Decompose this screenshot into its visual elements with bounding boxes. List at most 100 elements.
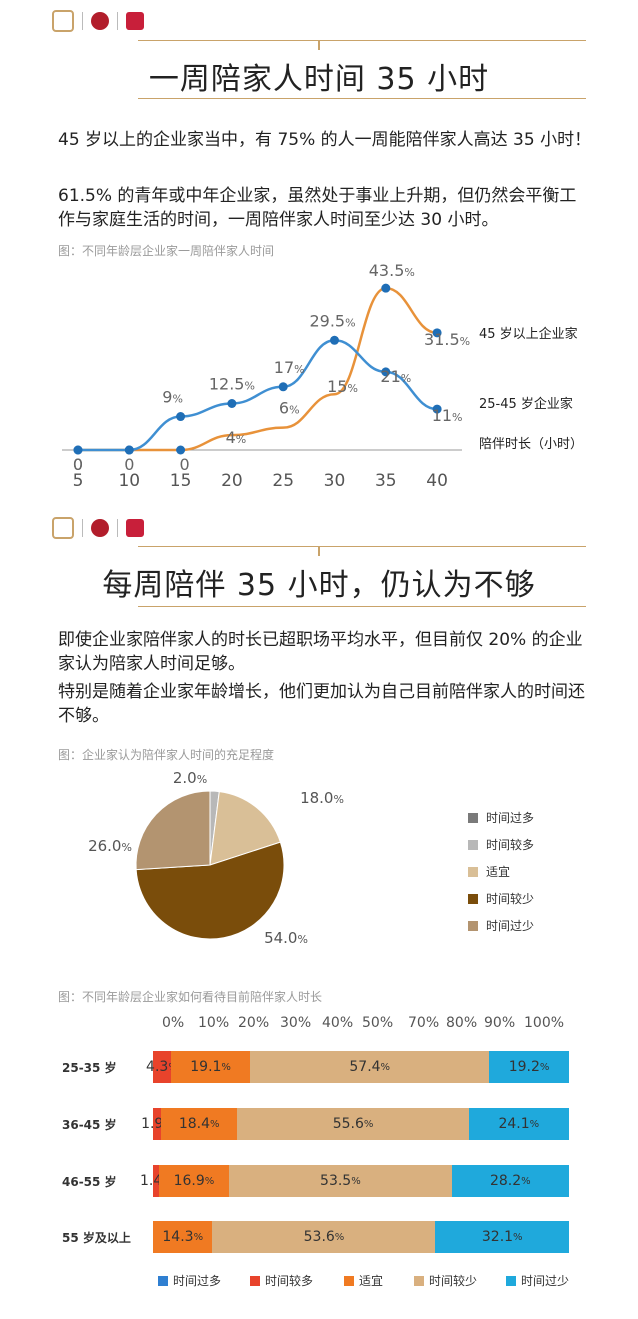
bar-segment: 57.4% [250, 1051, 490, 1083]
bar-axis-tick: 50% [362, 1015, 394, 1031]
bar-value-label: 53.5 [320, 1173, 352, 1189]
title-rule-top-2 [138, 546, 586, 547]
point-label: 0 [73, 455, 83, 474]
x-tick-label: 15 [170, 471, 192, 491]
bar-category-label: 46-55 岁 [62, 1175, 117, 1189]
slice-label: 18.0% [300, 789, 344, 807]
bar-axis-tick: 90% [484, 1015, 516, 1031]
bar-axis-tick: 70% [408, 1015, 440, 1031]
bar-legend-item: 时间过多 [158, 1272, 221, 1289]
bar-row: 1.4%16.9%53.5%28.2% [140, 1165, 569, 1197]
pie-chart: 2.0% 18.0% 54.0% 26.0% [88, 769, 344, 947]
legend-swatch [344, 1275, 354, 1286]
data-point [124, 445, 134, 455]
bar-value-label: 19.1 [190, 1059, 222, 1075]
bar-value-label: 16.9 [173, 1173, 205, 1189]
bar-category-label: 55 岁及以上 [62, 1231, 131, 1245]
legend-swatch [468, 920, 478, 931]
data-point [330, 335, 339, 345]
logo-divider [82, 519, 83, 537]
bar-segment: 53.6% [212, 1221, 436, 1253]
bar-row: 4.3%19.1%57.4%19.2% [146, 1051, 569, 1083]
legend-label: 时间较多 [265, 1274, 314, 1288]
point-label: 0 [180, 455, 190, 474]
section1-paragraph-2: 61.5% 的青年或中年企业家，虽然处于事业上升期，但仍然会平衡工作与家庭生活的… [58, 186, 577, 230]
bar-axis-tick: 80% [446, 1015, 478, 1031]
bar-legend-item: 时间较多 [250, 1272, 313, 1289]
point-label: 15% [327, 377, 358, 396]
point-label: 4% [226, 428, 247, 447]
bar-axis-tick: 40% [322, 1015, 354, 1031]
legend-label: 适宜 [359, 1274, 384, 1288]
x-tick-label: 40 [426, 471, 448, 491]
bar-chart-caption: 图：不同年龄层企业家如何看待目前陪伴家人时长 [58, 990, 323, 1004]
x-tick-label: 35 [375, 471, 397, 491]
x-axis-title: 陪伴时长（小时） [479, 437, 583, 452]
partner-logo-2 [126, 519, 144, 537]
pie-legend-item: 时间过多 [468, 809, 534, 826]
data-point [176, 445, 186, 455]
data-point [73, 445, 83, 455]
bar-axis-tick: 100% [524, 1015, 565, 1031]
point-label: 9% [162, 388, 183, 407]
bar-value-label: 53.6 [303, 1229, 335, 1245]
bar-row: 1.9%18.4%55.6%24.1% [141, 1108, 569, 1140]
slice-label: 26.0% [88, 837, 132, 855]
point-label: 29.5% [309, 311, 355, 330]
bar-segment: 28.2% [451, 1165, 569, 1197]
data-point [176, 412, 186, 422]
bar-value-label: 1.4 [140, 1173, 163, 1189]
series-line [77, 339, 438, 452]
legend-swatch [468, 866, 478, 877]
bar-value-label: 1.9 [141, 1116, 164, 1132]
point-label: 31.5% [424, 330, 470, 349]
bar-legend-item: 适宜 [344, 1272, 383, 1289]
bar-axis-tick: 20% [238, 1015, 270, 1031]
pie-legend-item: 适宜 [468, 863, 510, 880]
bar-category-label: 25-35 岁 [62, 1061, 117, 1075]
bar-legend-item: 时间较少 [414, 1272, 477, 1289]
bar-axis-tick: 10% [198, 1015, 230, 1031]
bar-axis-tick: 0% [162, 1015, 185, 1031]
bar-value-unit: % [209, 1118, 220, 1130]
bar-segment: 24.1% [468, 1108, 569, 1140]
bar-legend-item: 时间过少 [506, 1272, 569, 1289]
bar-segment: 55.6% [237, 1108, 469, 1140]
bar-category-label: 36-45 岁 [62, 1118, 117, 1132]
data-point [432, 404, 442, 414]
logo-divider [82, 12, 83, 30]
point-label: 43.5% [369, 261, 415, 280]
partner-logo [91, 12, 109, 30]
bar-segment: 19.2% [489, 1051, 569, 1083]
brand-logos-2 [52, 517, 144, 539]
line-chart-caption: 图：不同年龄层企业家一周陪伴家人时间 [58, 244, 275, 258]
legend-swatch [468, 839, 478, 850]
x-tick-label: 25 [272, 471, 294, 491]
legend-label: 时间较多 [486, 838, 535, 852]
bar-segment: 32.1% [435, 1221, 569, 1253]
logo-divider [117, 519, 118, 537]
bar-segment: 18.4% [160, 1108, 238, 1140]
bar-segment: 16.9% [158, 1165, 230, 1197]
x-tick-label: 10 [118, 471, 140, 491]
title-rule-bottom-2 [138, 606, 586, 607]
slice-label: 2.0% [173, 769, 207, 787]
pie-slice [135, 790, 211, 871]
partner-logo-2 [126, 12, 144, 30]
bar-value-label: 18.4 [178, 1116, 210, 1132]
legend-swatch [468, 893, 478, 904]
bar-axis-tick: 30% [280, 1015, 312, 1031]
gionee-logo [52, 10, 74, 32]
point-label: 6% [279, 399, 300, 418]
legend-label: 时间过少 [486, 919, 535, 933]
legend-swatch [506, 1275, 516, 1286]
legend-swatch [250, 1275, 260, 1286]
bar-value-label: 57.4 [349, 1059, 381, 1075]
bar-value-unit: % [204, 1175, 215, 1187]
bar-value-label: 28.2 [489, 1173, 522, 1189]
bar-segment: 14.3% [153, 1221, 213, 1253]
legend-label: 时间过多 [173, 1274, 222, 1288]
bar-value-unit: % [363, 1118, 374, 1130]
bar-value-unit: % [513, 1231, 523, 1243]
bar-value-unit: % [351, 1175, 361, 1187]
